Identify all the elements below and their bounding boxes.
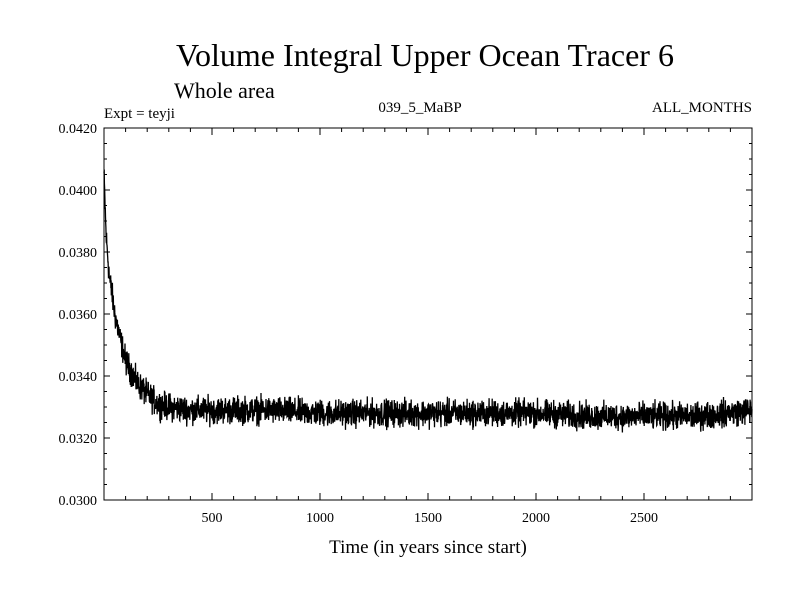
y-tick-label: 0.0320 xyxy=(59,432,98,447)
period-label: 039_5_MaBP xyxy=(378,100,461,116)
x-axis-label: Time (in years since start) xyxy=(329,537,527,558)
series-line-teyji xyxy=(103,169,753,433)
x-tick-label: 500 xyxy=(202,511,223,526)
x-tick-label: 1500 xyxy=(414,511,442,526)
chart-title: Volume Integral Upper Ocean Tracer 6 xyxy=(176,37,674,73)
y-tick-label: 0.0380 xyxy=(59,246,98,261)
y-tick-label: 0.0360 xyxy=(59,308,98,323)
x-tick-label: 1000 xyxy=(306,511,334,526)
plot-frame xyxy=(103,127,753,501)
y-tick-label: 0.0300 xyxy=(59,494,98,509)
x-axis: 500 1000 1500 2000 2500 xyxy=(125,128,731,526)
y-tick-label: 0.0400 xyxy=(59,184,98,199)
x-tick-label: 2500 xyxy=(630,511,658,526)
experiment-label: Expt = teyji xyxy=(104,106,175,122)
chart-subtitle: Whole area xyxy=(174,78,275,103)
y-tick-label: 0.0420 xyxy=(59,122,98,137)
series-layer xyxy=(103,169,753,433)
y-axis: 0.0300 0.0320 0.0340 0.0360 0.0380 0.0400 0.04… xyxy=(59,122,752,509)
months-label: ALL_MONTHS xyxy=(652,100,752,116)
y-tick-label: 0.0340 xyxy=(59,370,98,385)
x-tick-label: 2000 xyxy=(522,511,550,526)
